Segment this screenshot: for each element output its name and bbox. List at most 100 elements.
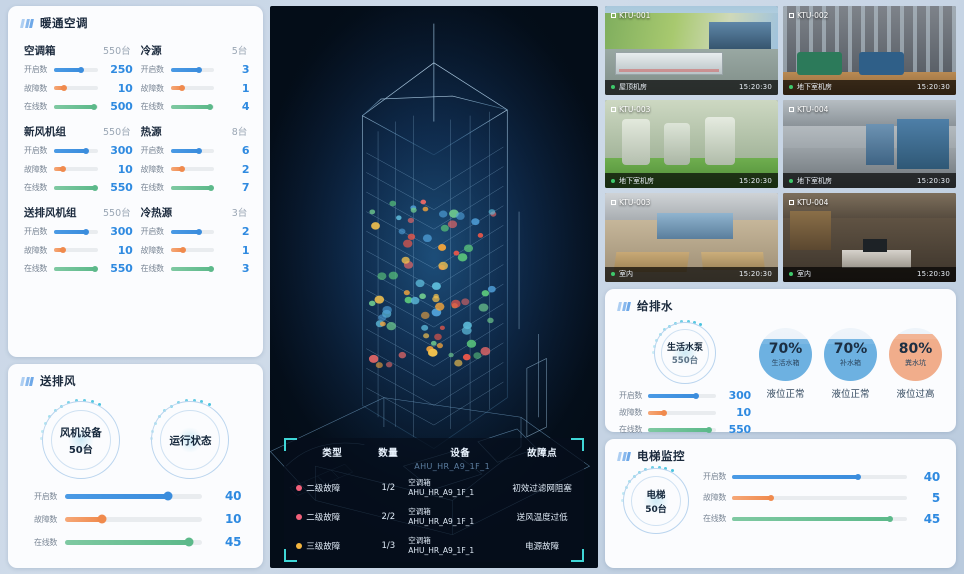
camera-tile[interactable]: KTU-004 地下室机房 15:20:30 [783,99,956,189]
slider-track[interactable] [65,514,203,524]
slider-knob[interactable] [91,103,98,110]
slider-track[interactable] [732,473,907,480]
slider-knob[interactable] [855,473,861,480]
slider-track[interactable] [54,66,98,73]
hvac-slider-row[interactable]: 开启数 300 [24,225,133,238]
fan-panel-title: 送排风 [8,364,263,389]
hvac-slider-row[interactable]: 开启数 6 [141,144,250,157]
elevator-ring: 电梯 50台 [621,466,689,534]
slider-track[interactable] [732,494,907,501]
slider-track[interactable] [648,409,716,416]
slider-knob[interactable] [83,147,90,154]
hvac-slider-row[interactable]: 在线数 550 [24,181,133,194]
slider-knob[interactable] [886,515,893,522]
hvac-slider-row[interactable]: 故障数 10 [24,244,133,257]
elevator-slider-row[interactable]: 在线数 45 [703,512,940,526]
water-slider-row[interactable]: 在线数 550 [619,423,751,436]
slider-knob[interactable] [706,426,713,433]
slider-knob[interactable] [83,228,90,235]
hvac-slider-row[interactable]: 开启数 2 [141,225,250,238]
slider-knob[interactable] [767,494,774,501]
slider-track[interactable] [54,147,98,154]
fan-slider-row[interactable]: 故障数 10 [34,512,241,526]
camera-tile[interactable]: KTU-003 室内 15:20:30 [605,193,778,282]
slider-track[interactable] [65,491,203,501]
slider-track[interactable] [54,247,98,253]
hvac-slider-row[interactable]: 开启数 3 [141,63,250,76]
hvac-slider-row[interactable]: 在线数 4 [141,100,250,113]
slider-track[interactable] [170,66,215,73]
slider-track[interactable] [170,103,215,110]
slider-knob[interactable] [178,166,185,172]
elevator-slider-row[interactable]: 故障数 5 [703,491,940,505]
slider-track[interactable] [170,184,215,191]
hvac-slider-row[interactable]: 故障数 10 [24,163,133,176]
slider-knob[interactable] [59,166,66,172]
slider-track[interactable] [648,392,716,399]
slider-knob[interactable] [207,184,214,191]
slider-knob[interactable] [92,265,99,272]
slider-knob[interactable] [92,184,99,191]
slider-knob[interactable] [178,85,185,91]
fan-slider-row[interactable]: 开启数 40 [34,489,241,503]
slider-track[interactable] [170,85,215,91]
slider-track[interactable] [54,85,98,91]
slider-track[interactable] [54,228,98,235]
fault-device: 空调箱 AHU_HR_A9_1F_1 [408,536,512,556]
camera-tile[interactable]: KTU-003 地下室机房 15:20:30 [605,99,778,189]
fan-slider-row[interactable]: 在线数 45 [34,535,241,549]
slider-knob[interactable] [179,247,186,253]
slider-track[interactable] [54,265,99,272]
slider-track[interactable] [54,184,99,191]
slider-track[interactable] [170,166,215,172]
fault-row[interactable]: 二级故障 2/2 空调箱 AHU_HR_A9_1F_1 送风温度过低 [296,502,572,531]
hvac-slider-row[interactable]: 在线数 3 [141,262,250,275]
water-slider-row[interactable]: 开启数 300 [619,389,751,402]
hvac-slider-row[interactable]: 在线数 500 [24,100,133,113]
online-led-icon [789,178,793,183]
camera-status-bar: 地下室机房 15:20:30 [783,79,956,95]
slider-knob[interactable] [195,228,202,235]
camera-tile[interactable]: KTU-001 屋顶机房 15:20:30 [605,6,778,95]
hvac-slider-row[interactable]: 故障数 2 [141,163,250,176]
slider-knob[interactable] [207,265,214,272]
building-3d-view[interactable]: 类型 数量 设备 故障点 AHU_HR_A9_1F_1 二级故障 1/2 空调箱 AH… [270,6,598,568]
slider-knob[interactable] [661,409,668,416]
fault-row[interactable]: 三级故障 1/3 空调箱 AHU_HR_A9_1F_1 电源故障 [296,532,572,561]
hvac-slider-row[interactable]: 故障数 10 [24,82,133,95]
hvac-slider-row[interactable]: 故障数 1 [141,82,250,95]
slider-track[interactable] [170,265,215,272]
slider-knob[interactable] [60,85,67,91]
slider-knob[interactable] [206,103,213,110]
slider-knob[interactable] [196,66,203,73]
slider-knob[interactable] [97,514,107,524]
hvac-group-name: 空调箱 [24,45,56,57]
slider-knob[interactable] [59,247,66,253]
slider-knob[interactable] [692,392,699,399]
hvac-slider-row[interactable]: 开启数 300 [24,144,133,157]
slider-track[interactable] [54,166,98,172]
camera-tile[interactable]: KTU-004 室内 15:20:30 [783,193,956,282]
gauge-circle: 80% 粪水坑 [889,328,942,381]
slider-track[interactable] [54,103,98,110]
slider-track[interactable] [648,426,716,433]
elevator-slider-row[interactable]: 开启数 40 [703,470,940,484]
device-name: 空调箱 [408,536,431,545]
hvac-slider-row[interactable]: 故障数 1 [141,244,250,257]
hvac-slider-row[interactable]: 在线数 550 [24,262,133,275]
hvac-slider-row[interactable]: 在线数 7 [141,181,250,194]
slider-track[interactable] [170,147,215,154]
slider-knob[interactable] [163,491,173,501]
slider-track[interactable] [170,247,215,253]
slider-track[interactable] [65,537,203,547]
elevator-ring-label: 电梯 [646,490,666,501]
hvac-slider-row[interactable]: 开启数 250 [24,63,133,76]
water-slider-row[interactable]: 故障数 10 [619,406,751,419]
slider-knob[interactable] [195,147,202,154]
slider-track[interactable] [732,515,907,522]
slider-knob[interactable] [184,537,194,547]
slider-knob[interactable] [78,66,85,73]
slider-track[interactable] [170,228,215,235]
camera-tile[interactable]: KTU-002 地下室机房 15:20:30 [783,6,956,95]
fault-row[interactable]: 二级故障 1/2 空调箱 AHU_HR_A9_1F_1 初效过滤网阻塞 [296,473,572,502]
